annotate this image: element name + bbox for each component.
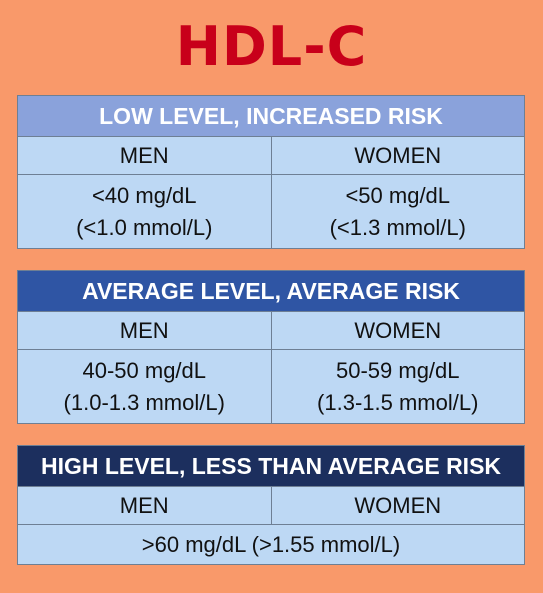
women-value: <50 mg/dL (<1.3 mmol/L) <box>270 175 525 248</box>
mmol-value: (<1.3 mmol/L) <box>329 214 466 240</box>
table-row: MEN WOMEN <box>18 137 524 175</box>
men-label: MEN <box>119 492 169 518</box>
men-value: 40-50 mg/dL (1.0-1.3 mmol/L) <box>18 350 271 423</box>
table-row: MEN WOMEN <box>18 312 524 350</box>
high-level-table: HIGH LEVEL, LESS THAN AVERAGE RISK MEN W… <box>17 445 525 565</box>
men-value: <40 mg/dL (<1.0 mmol/L) <box>18 175 271 248</box>
average-risk-table: AVERAGE LEVEL, AVERAGE RISK MEN WOMEN 40… <box>17 270 525 424</box>
mgdl-value: 50-59 mg/dL <box>335 357 460 383</box>
mgdl-value: <40 mg/dL <box>91 182 197 208</box>
men-label: MEN <box>119 142 169 168</box>
combined-value: >60 mg/dL (>1.55 mmol/L) <box>141 531 401 557</box>
mgdl-value: 40-50 mg/dL <box>82 357 207 383</box>
women-label: WOMEN <box>270 487 525 524</box>
women-label: WOMEN <box>270 137 525 174</box>
men-label: MEN <box>119 317 169 343</box>
low-risk-table: LOW LEVEL, INCREASED RISK MEN WOMEN <40 … <box>17 95 525 249</box>
table-header: HIGH LEVEL, LESS THAN AVERAGE RISK <box>18 446 524 487</box>
table-header: AVERAGE LEVEL, AVERAGE RISK <box>18 271 524 312</box>
table-row: >60 mg/dL (>1.55 mmol/L) <box>18 525 524 564</box>
women-label: WOMEN <box>270 312 525 349</box>
page-title: HDL-C <box>175 15 368 78</box>
mmol-value: (1.0-1.3 mmol/L) <box>63 389 225 415</box>
table-header: LOW LEVEL, INCREASED RISK <box>18 96 524 137</box>
table-row: <40 mg/dL (<1.0 mmol/L) <50 mg/dL (<1.3 … <box>18 175 524 248</box>
mmol-value: (1.3-1.5 mmol/L) <box>317 389 479 415</box>
table-row: MEN WOMEN <box>18 487 524 525</box>
table-row: 40-50 mg/dL (1.0-1.3 mmol/L) 50-59 mg/dL… <box>18 350 524 423</box>
mgdl-value: <50 mg/dL <box>345 182 451 208</box>
women-value: 50-59 mg/dL (1.3-1.5 mmol/L) <box>270 350 525 423</box>
mmol-value: (<1.0 mmol/L) <box>76 214 213 240</box>
